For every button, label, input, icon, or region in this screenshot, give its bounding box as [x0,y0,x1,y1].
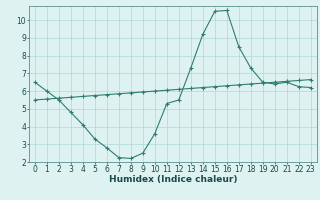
X-axis label: Humidex (Indice chaleur): Humidex (Indice chaleur) [108,175,237,184]
